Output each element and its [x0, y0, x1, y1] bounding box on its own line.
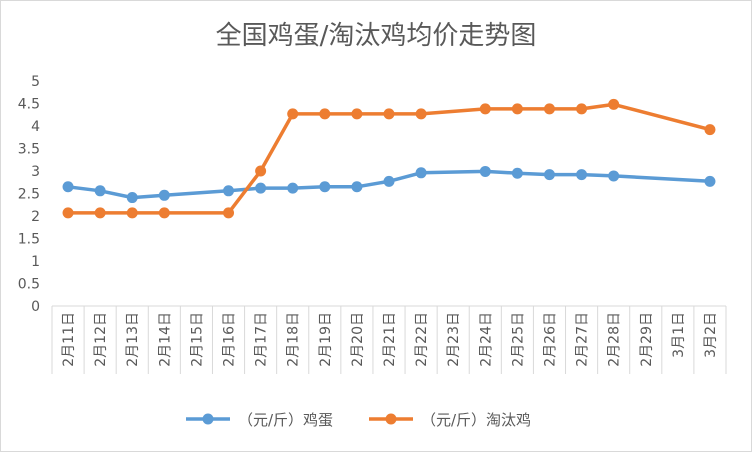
- data-point: [608, 170, 620, 182]
- data-point: [287, 182, 299, 194]
- x-tick-label: 2月14日: [157, 312, 173, 367]
- x-tick-label: 2月18日: [286, 312, 302, 367]
- x-tick-label: 2月16日: [222, 312, 238, 367]
- legend-swatch-marker: [385, 413, 397, 425]
- x-tick-label: 2月22日: [414, 312, 430, 367]
- x-tick-label: 2月26日: [542, 312, 558, 367]
- x-tick-label: 2月25日: [510, 312, 526, 367]
- y-tick-labels: 0 0.5 1 1.5 2 2.5 3 3.5 4 4.5 5: [18, 74, 40, 315]
- data-point: [511, 103, 523, 115]
- x-tick-label: 2月28日: [607, 312, 623, 367]
- y-tick-label: 1.5: [18, 232, 40, 248]
- x-tick-label: 2月27日: [575, 312, 591, 367]
- data-point: [383, 108, 395, 120]
- data-point: [94, 207, 106, 219]
- x-tick-label: 2月23日: [446, 312, 462, 367]
- x-tick-label: 3月2日: [703, 312, 719, 358]
- data-point: [543, 103, 555, 115]
- data-point: [479, 103, 491, 115]
- data-point: [415, 167, 427, 179]
- axes: [51, 305, 727, 374]
- x-tick-label: 2月21日: [382, 312, 398, 367]
- data-point: [255, 165, 267, 177]
- x-tick-label: 2月19日: [318, 312, 334, 367]
- x-tick-label: 2月11日: [61, 312, 77, 367]
- data-point: [158, 189, 170, 201]
- x-tick-label: 3月1日: [671, 312, 687, 358]
- data-point: [126, 207, 138, 219]
- x-tick-label: 2月20日: [350, 312, 366, 367]
- y-tick-label: 1: [31, 254, 40, 270]
- data-point: [158, 207, 170, 219]
- data-point: [704, 175, 716, 187]
- data-point: [62, 207, 74, 219]
- y-tick-label: 3: [31, 164, 40, 180]
- data-point: [351, 108, 363, 120]
- data-point: [479, 165, 491, 177]
- data-point: [704, 124, 716, 136]
- data-point: [223, 207, 235, 219]
- legend-swatch-marker: [202, 413, 214, 425]
- data-point: [576, 169, 588, 181]
- y-tick-label: 2.5: [18, 187, 40, 203]
- data-point: [287, 108, 299, 120]
- data-point: [351, 181, 363, 193]
- legend-label: （元/斤）鸡蛋: [238, 411, 333, 429]
- x-tick-label: 2月17日: [254, 312, 270, 367]
- y-tick-label: 2: [31, 209, 40, 225]
- data-point: [94, 185, 106, 197]
- y-tick-label: 4.5: [18, 97, 40, 113]
- data-point: [223, 185, 235, 197]
- x-tick-label: 2月13日: [125, 312, 141, 367]
- legend: （元/斤）鸡蛋 （元/斤）淘汰鸡: [186, 411, 531, 429]
- data-point: [383, 175, 395, 187]
- y-tick-label: 0: [31, 299, 40, 315]
- x-tick-label: 2月12日: [93, 312, 109, 367]
- x-tick-label: 2月29日: [639, 312, 655, 367]
- data-point: [415, 108, 427, 120]
- data-point: [62, 181, 74, 193]
- y-tick-label: 4: [31, 119, 40, 135]
- x-tick-label: 2月15日: [189, 312, 205, 367]
- data-point: [319, 181, 331, 193]
- data-point: [511, 167, 523, 179]
- y-tick-label: 5: [31, 74, 40, 90]
- data-point: [255, 182, 267, 194]
- data-point: [608, 98, 620, 110]
- x-tick-labels: 2月11日 2月12日 2月13日 2月14日 2月15日 2月16日 2月17日 2月18日…: [61, 312, 719, 367]
- series-lines: [62, 98, 716, 219]
- data-point: [319, 108, 331, 120]
- data-point: [543, 169, 555, 181]
- chart-title: 全国鸡蛋/淘汰鸡均价走势图: [216, 21, 537, 51]
- y-tick-label: 0.5: [18, 277, 40, 293]
- y-tick-label: 3.5: [18, 142, 40, 158]
- data-point: [126, 192, 138, 204]
- data-point: [576, 103, 588, 115]
- x-tick-label: 2月24日: [478, 312, 494, 367]
- legend-label: （元/斤）淘汰鸡: [421, 411, 531, 429]
